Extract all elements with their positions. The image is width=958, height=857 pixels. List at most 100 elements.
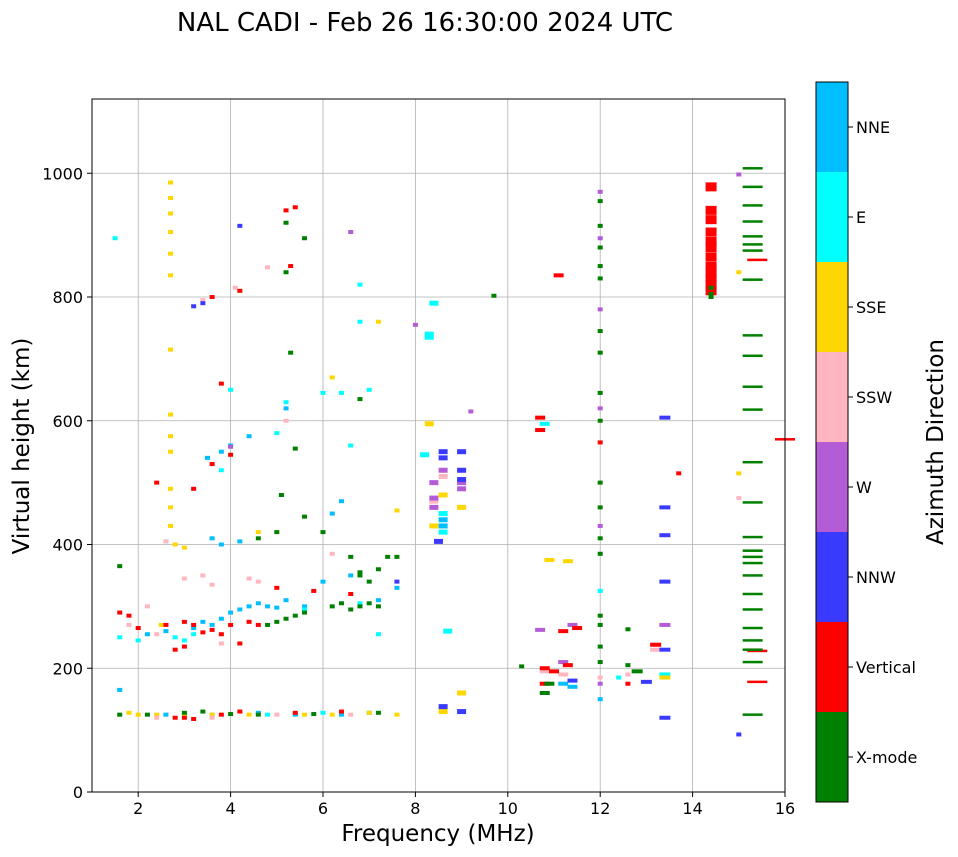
- x-tick-label: 16: [775, 799, 795, 818]
- data-point: [237, 607, 243, 612]
- data-point: [597, 505, 603, 510]
- data-point: [539, 669, 550, 674]
- data-point: [742, 249, 763, 252]
- data-point: [742, 549, 763, 552]
- data-point: [168, 412, 174, 417]
- data-point: [438, 467, 448, 473]
- colorbar-tick-label: W: [856, 478, 872, 497]
- data-point: [255, 712, 261, 717]
- data-point: [338, 712, 344, 717]
- data-point: [597, 697, 603, 702]
- data-point: [742, 648, 763, 651]
- data-point: [742, 501, 763, 504]
- data-point: [348, 443, 354, 448]
- data-point: [631, 669, 643, 674]
- y-axis-ticks: 0 200 400 600 800 1000: [42, 164, 92, 802]
- colorbar-tick-label: Vertical: [856, 658, 916, 677]
- data-point: [329, 375, 335, 380]
- data-point: [424, 331, 434, 337]
- colorbar-tick-label: SSW: [856, 388, 892, 407]
- data-point: [597, 588, 603, 593]
- data-point: [168, 434, 174, 439]
- data-point: [650, 642, 662, 647]
- data-point: [438, 523, 448, 529]
- data-point: [172, 635, 178, 640]
- y-tick-label: 800: [52, 288, 83, 307]
- data-point: [255, 579, 261, 584]
- data-point: [708, 285, 714, 290]
- data-point: [172, 647, 178, 652]
- data-point: [172, 715, 178, 720]
- data-point: [200, 573, 206, 578]
- data-point: [742, 385, 763, 388]
- data-point: [597, 622, 603, 627]
- data-point: [191, 486, 197, 491]
- data-point: [375, 567, 381, 572]
- data-point: [597, 536, 603, 541]
- data-point: [246, 576, 252, 581]
- data-point: [181, 638, 187, 643]
- data-point: [705, 236, 717, 246]
- data-point: [283, 598, 289, 603]
- data-point: [394, 554, 400, 559]
- data-point: [438, 449, 448, 455]
- data-point: [237, 223, 243, 228]
- data-point: [283, 208, 289, 213]
- data-point: [163, 629, 169, 634]
- data-point: [742, 626, 763, 630]
- x-tick-label: 2: [133, 799, 143, 818]
- data-point: [209, 462, 215, 467]
- plot-background: [92, 99, 785, 792]
- data-point: [394, 712, 400, 717]
- data-point: [625, 663, 631, 668]
- data-point: [200, 619, 206, 624]
- data-point: [191, 622, 197, 627]
- data-point: [283, 270, 289, 275]
- data-point: [742, 185, 763, 189]
- data-point: [424, 421, 434, 427]
- data-point: [158, 622, 164, 627]
- data-point: [218, 712, 224, 717]
- data-point: [394, 585, 400, 590]
- colorbar-segment: [816, 82, 848, 172]
- data-point: [338, 499, 344, 504]
- data-point: [357, 604, 363, 609]
- data-point: [218, 641, 224, 646]
- data-point: [218, 468, 224, 473]
- data-point: [288, 350, 294, 355]
- data-point: [302, 607, 308, 612]
- data-point: [457, 449, 467, 455]
- data-point: [659, 672, 671, 677]
- data-point: [742, 334, 763, 337]
- data-point: [429, 495, 439, 501]
- data-point: [597, 613, 603, 618]
- data-point: [539, 421, 550, 426]
- data-point: [154, 712, 160, 717]
- data-point: [292, 710, 298, 715]
- data-point: [311, 588, 317, 593]
- data-point: [357, 319, 363, 324]
- data-point: [117, 564, 123, 569]
- y-tick-label: 400: [52, 536, 83, 555]
- data-point: [320, 710, 326, 715]
- data-point: [237, 709, 243, 714]
- data-point: [228, 387, 234, 392]
- data-point: [348, 712, 354, 717]
- data-point: [597, 523, 603, 528]
- data-point: [320, 390, 326, 395]
- data-point: [181, 715, 187, 720]
- data-point: [640, 679, 652, 684]
- data-point: [625, 627, 631, 632]
- data-point: [742, 608, 763, 611]
- data-point: [329, 712, 335, 717]
- data-point: [705, 261, 717, 271]
- data-point: [357, 570, 363, 575]
- data-point: [117, 610, 123, 615]
- data-point: [283, 418, 289, 423]
- data-point: [429, 523, 439, 529]
- data-point: [519, 664, 525, 669]
- data-point: [676, 471, 682, 476]
- data-point: [366, 710, 372, 715]
- data-point: [705, 267, 717, 277]
- series-vertical: [117, 182, 795, 721]
